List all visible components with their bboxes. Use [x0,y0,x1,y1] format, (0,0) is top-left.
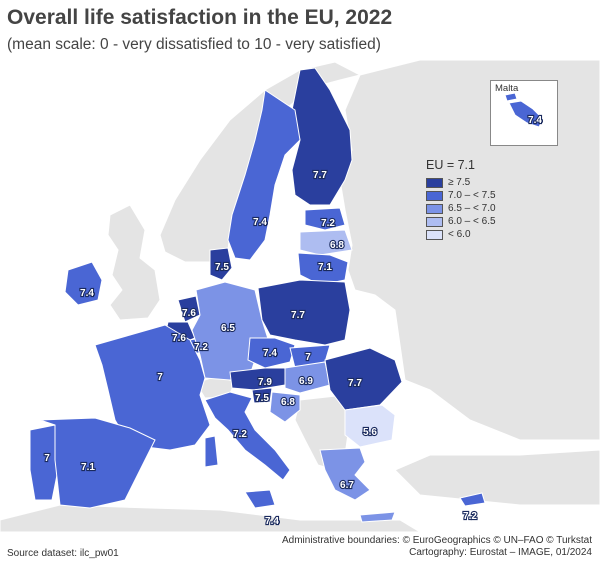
spain-shape [39,417,156,509]
label-portugal: 7 [44,453,50,464]
label-czechia: 7.4 [263,348,277,359]
gozo-shape [504,92,518,102]
label-denmark: 7.5 [215,262,229,273]
label-france: 7 [157,372,163,383]
label-ireland: 7.4 [80,288,94,299]
cyprus-shape [459,492,486,507]
label-germany: 6.5 [221,323,235,334]
malta-inset: Malta 7.4 [490,80,558,146]
legend-title: EU = 7.1 [426,158,475,172]
estonia-shape [304,207,346,231]
non-eu-land [0,59,600,532]
label-romania: 7.7 [348,378,362,389]
label-belgium: 7.6 [172,333,186,344]
legend-swatch [426,229,443,240]
label-luxembourg: 7.2 [194,342,208,353]
croatia-shape [269,391,301,423]
credits-line-1: Administrative boundaries: © EuroGeograp… [281,535,592,546]
legend-row: 7.0 – < 7.5 [426,189,496,202]
label-hungary: 6.9 [299,376,313,387]
turkey-shape [394,449,600,506]
romania-shape [324,347,403,411]
sweden-shape [227,89,301,261]
legend-label: ≥ 7.5 [448,177,471,188]
sicily-shape [244,489,276,509]
label-malta: 7.4 [528,115,542,126]
legend-swatch [426,177,443,188]
latvia-shape [299,229,353,256]
legend: EU = 7.1 ≥ 7.5 7.0 – < 7.5 6.5 – < 7.0 6… [426,158,496,241]
france-shape [94,324,211,451]
legend-label: < 6.0 [448,229,471,240]
map-title: Overall life satisfaction in the EU, 202… [7,6,393,29]
label-bulgaria: 5.6 [363,427,377,438]
map-canvas: 7.7 7.4 7.2 6.8 7.1 7.5 7.4 7.6 7.6 7.2 … [0,58,600,532]
label-lithuania: 7.1 [318,262,332,273]
sardinia-shape [204,435,219,468]
legend-label: 7.0 – < 7.5 [448,190,496,201]
bulgaria-shape [344,404,396,448]
ireland-shape [64,261,103,306]
italy-shape [204,391,291,481]
legend-label: 6.5 – < 7.0 [448,203,496,214]
czechia-shape [247,337,296,369]
legend-row: 6.0 – < 6.5 [426,215,496,228]
slovenia-shape [251,387,273,404]
label-slovakia: 7 [305,352,311,363]
inset-title: Malta [495,83,519,94]
denmark-shape [209,247,233,281]
label-latvia: 6.8 [330,240,344,251]
legend-row: 6.5 – < 7.0 [426,202,496,215]
credits-line-2: Cartography: Eurostat – IMAGE, 01/2024 [409,547,592,558]
uk-shape [107,204,161,321]
label-sweden: 7.4 [253,217,267,228]
eu-countries [29,67,486,523]
label-croatia: 6.8 [281,397,295,408]
label-poland: 7.7 [291,310,305,321]
source-note: Source dataset: ilc_pw01 [7,548,119,559]
legend-row: < 6.0 [426,228,496,241]
label-austria: 7.9 [258,377,272,388]
legend-swatch [426,216,443,227]
malta-shape [508,100,544,128]
lithuania-shape [297,252,349,286]
label-spain: 7.1 [81,462,95,473]
map-subtitle: (mean scale: 0 - very dissatisfied to 10… [7,36,381,53]
legend-row: ≥ 7.5 [426,176,496,189]
legend-swatch [426,203,443,214]
label-netherlands: 7.6 [182,308,196,319]
value-labels: 7.7 7.4 7.2 6.8 7.1 7.5 7.4 7.6 7.6 7.2 … [43,169,478,528]
label-estonia: 7.2 [321,218,335,229]
label-slovenia: 7.5 [255,393,269,404]
europe-map: 7.7 7.4 7.2 6.8 7.1 7.5 7.4 7.6 7.6 7.2 … [0,59,600,532]
poland-shape [257,279,351,346]
label-finland: 7.7 [313,170,327,181]
north-africa-shape [0,504,421,532]
malta-shape-wrap: 7.4 [504,92,544,128]
credits: Administrative boundaries: © EuroGeograp… [282,535,592,559]
label-greece: 6.7 [340,480,354,491]
label-malta-mainland: 7.4 [265,516,279,527]
legend-label: 6.0 – < 6.5 [448,216,496,227]
hungary-shape [284,361,331,394]
legend-swatch [426,190,443,201]
greece-shape [319,447,371,501]
label-cyprus: 7.2 [463,511,477,522]
label-italy: 7.2 [233,429,247,440]
crete-shape [359,511,396,523]
